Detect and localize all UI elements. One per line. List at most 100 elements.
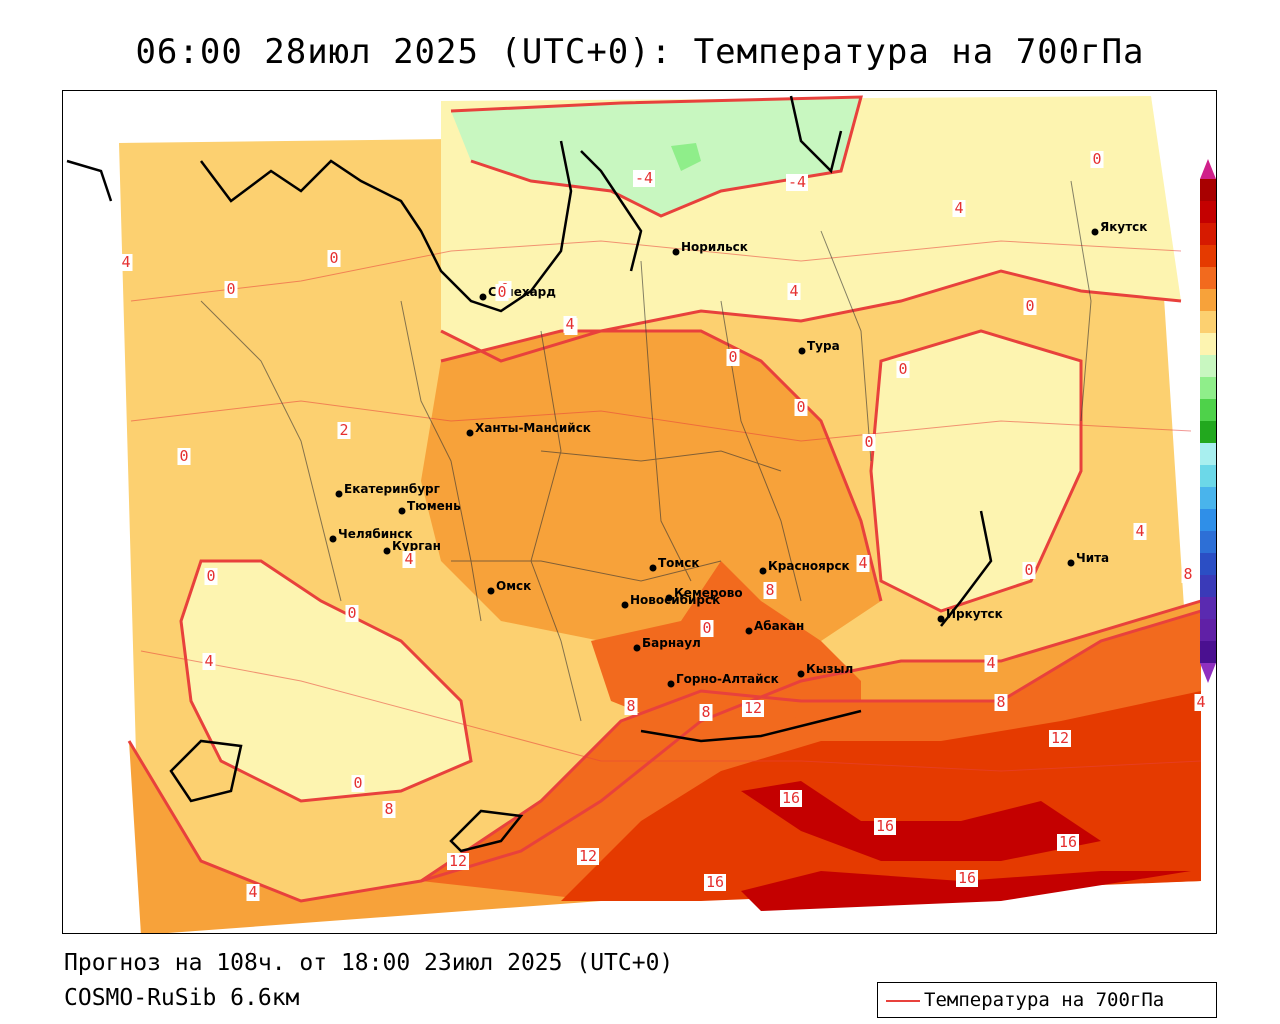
isotherm-label: 4 [858,554,867,572]
city-dot [1091,228,1099,236]
isotherm-label-bg [862,434,876,451]
colorbar-swatch [1200,531,1216,553]
isotherm-label: 4 [121,253,130,271]
city-label: Томск [658,556,700,570]
city-label: Курган [392,539,441,553]
isotherm-label: 0 [1024,561,1033,579]
isotherm-label: 0 [1092,150,1101,168]
city-label: Тюмень [407,499,461,513]
isotherm-label: 16 [958,869,976,887]
city-dot [335,490,343,498]
isotherm-label: 4 [248,883,257,901]
isotherm-label-bg [742,700,764,717]
isotherm-label: 0 [226,280,235,298]
isotherm-label-bg [1194,694,1208,711]
isotherm-label: 16 [706,873,724,891]
city-label: Кызыл [806,662,853,676]
isotherm-label-bg [402,551,416,568]
legend-line-swatch [886,1000,920,1002]
colorbar-arrow-down [1200,663,1216,683]
colorbar-swatch [1200,245,1216,267]
colorbar-swatch [1200,311,1216,333]
isotherm-label-bg [786,174,808,191]
isotherm-label: 8 [384,800,393,818]
isotherm-label-bg [700,620,714,637]
isotherm-label-bg [787,283,801,300]
isotherm-label: 8 [765,581,774,599]
city-label: Горно-Алтайск [676,672,779,686]
city-dot [466,429,474,437]
colorbar-swatch [1200,267,1216,289]
city-label: Красноярск [768,559,850,573]
city-label: Омск [496,579,531,593]
isotherm-label-bg [1181,566,1195,583]
temperature-zone-cold-core [671,143,701,171]
isotherm-label: 0 [329,249,338,267]
isotherm-label: 4 [954,199,963,217]
isotherm-label-bg [351,775,365,792]
temperature-map: 2824201612840-4-8-12-16-20-24-28-32-36-4… [66,95,1216,933]
isotherm-label-bg [204,568,218,585]
isotherm-label: 4 [789,282,798,300]
isotherm-label: 0 [796,398,805,416]
isotherm-label: 12 [449,852,467,870]
city-label: Новосибирск [630,593,720,607]
isotherm-label-bg [337,422,351,439]
temperature-zone-cool-west [181,561,471,801]
isotherm-label-bg [495,284,509,301]
city-dot [1067,559,1075,567]
map-area[interactable]: 2824201612840-4-8-12-16-20-24-28-32-36-4… [62,90,1217,934]
isotherm-label-bg [327,250,341,267]
city-dot [937,615,945,623]
isotherm-label-bg [856,555,870,572]
city-dot [487,587,495,595]
city-dot [665,594,673,602]
isotherm-label-bg [177,448,191,465]
isotherm-label: 0 [864,433,873,451]
city-label: Ханты-Мансийск [475,421,591,435]
colorbar-swatch [1200,179,1216,201]
isotherm-label: 0 [1025,297,1034,315]
isotherm-label-bg [1022,562,1036,579]
isotherm-label: -4 [635,169,653,187]
colorbar-swatch [1200,509,1216,531]
colorbar-swatch [1200,421,1216,443]
isotherm-label-bg [633,170,655,187]
colorbar-swatch [1200,377,1216,399]
isotherm-label: 0 [353,774,362,792]
city-dot [798,347,806,355]
city-dot [329,535,337,543]
isotherm-label: 16 [876,817,894,835]
colorbar: 2824201612840-4-8-12-16-20-24-28-32-36-4… [1200,159,1216,683]
legend-label: Температура на 700гПа [924,989,1165,1011]
isotherm-label-bg [382,801,396,818]
isotherm-label: 0 [497,283,506,301]
city-dot [479,293,487,301]
city-dot [745,627,753,635]
isotherm-label: 0 [702,619,711,637]
city-dot [621,601,629,609]
colorbar-swatch [1200,575,1216,597]
city-label: Кемерово [674,586,743,600]
isotherm-label-bg [704,874,726,891]
city-label: Якутск [1100,220,1147,234]
city-label: Норильск [681,240,748,254]
temperature-zone-extreme-south [741,871,1191,911]
isotherm-label: 4 [1135,522,1144,540]
isotherm-label: 8 [1183,565,1192,583]
isotherm-labels: -4 -4 0 4 4 0 0 0 4 4 0 0 0 0 2 0 0 4 4 4 8 8 0 4 0 4 0 8 8 12 12 4 8 12 1… [119,150,1208,901]
colorbar-swatch [1200,553,1216,575]
isotherm-label: 8 [626,697,635,715]
isotherm-label-bg [345,605,359,622]
isotherm-label: 8 [701,703,710,721]
colorbar-swatch [1200,465,1216,487]
city-label: Иркутск [946,607,1003,621]
colorbar-swatch [1200,355,1216,377]
isotherm-label-bg [763,582,777,599]
isotherm-label: 0 [206,567,215,585]
city-label: Абакан [754,619,804,633]
minor-isotherms [130,240,1202,772]
city-markers: НорильскЯкутскСалехардТураХанты-Мансийск… [329,220,1147,688]
colorbar-swatch [1200,443,1216,465]
temperature-zone-warm-center [421,331,881,641]
